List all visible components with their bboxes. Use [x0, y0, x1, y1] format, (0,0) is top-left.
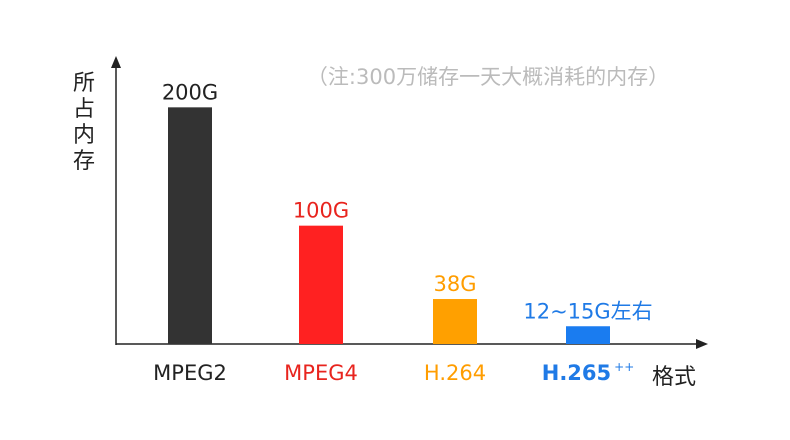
- category-tick-label: H.265 ++: [542, 360, 635, 385]
- y-axis-label-char: 占: [73, 97, 95, 122]
- y-axis-label-char: 存: [73, 149, 95, 174]
- y-axis-label-char: 内: [73, 123, 95, 148]
- bar-value-label: 38G: [434, 272, 477, 296]
- y-axis-label: 所占内存: [73, 71, 95, 174]
- x-axis-label: 格式: [652, 365, 696, 390]
- bar-value-label: 200G: [162, 80, 218, 104]
- bar-value-label: 12~15G左右: [523, 299, 652, 323]
- category-superscript: ++: [614, 360, 634, 374]
- y-axis-arrow-icon: [111, 56, 121, 68]
- bar-h264: [433, 299, 477, 344]
- bar-mpeg2: [168, 107, 212, 344]
- bar-mpeg4: [299, 225, 343, 344]
- category-tick-label: H.264: [424, 361, 486, 385]
- category-tick-label: MPEG4: [284, 361, 358, 385]
- category-tick-label: MPEG2: [153, 361, 227, 385]
- bar-h265: [566, 326, 610, 344]
- chart-note: （注:300万储存一天大概消耗的内存）: [307, 65, 669, 89]
- x-axis-arrow-icon: [696, 339, 708, 349]
- y-axis-label-char: 所: [73, 71, 95, 96]
- bar-value-label: 100G: [293, 199, 349, 223]
- bars-group: 200G MPEG2 100G MPEG4 38G H.264 12~15G左右 H.265 +…: [153, 80, 653, 385]
